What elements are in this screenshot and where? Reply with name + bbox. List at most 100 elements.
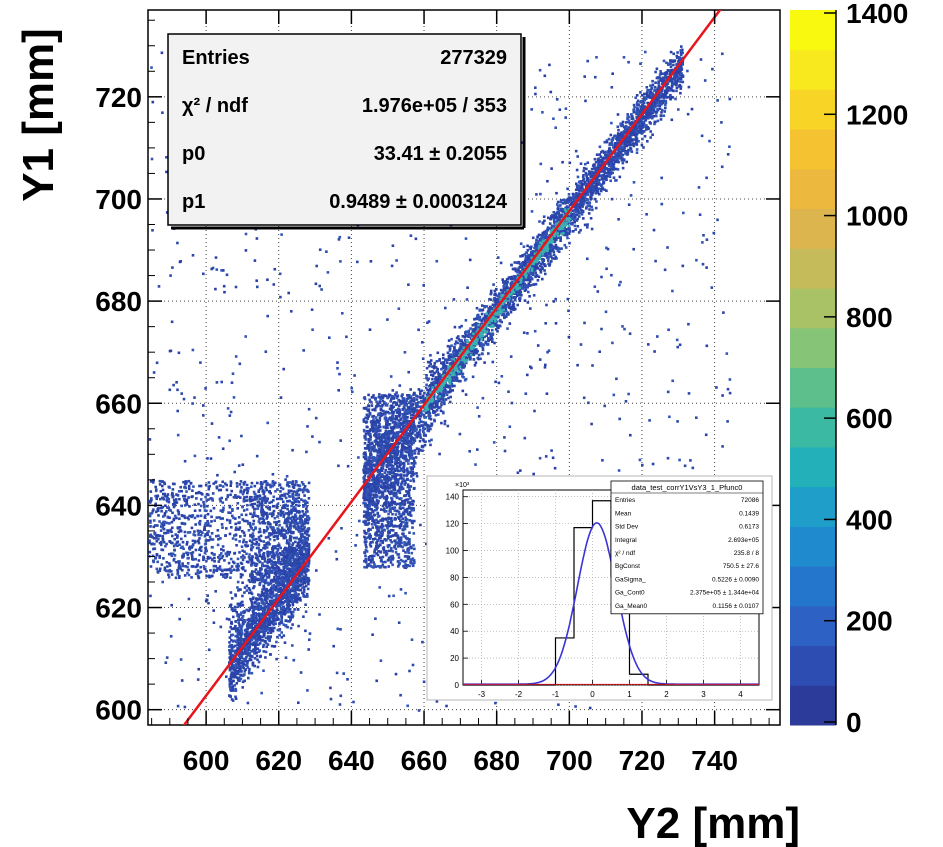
scatter-point [458, 326, 461, 329]
scatter-point [669, 65, 673, 68]
scatter-point [439, 409, 443, 413]
scatter-point [546, 244, 549, 247]
scatter-point [605, 171, 609, 175]
scatter-point [621, 123, 624, 127]
scatter-point [472, 350, 476, 353]
scatter-point [483, 361, 486, 364]
scatter-point [660, 79, 663, 82]
scatter-point [630, 114, 634, 118]
scatter-point [419, 411, 423, 414]
scatter-point [397, 565, 400, 568]
scatter-point [543, 230, 546, 234]
scatter-point [379, 425, 382, 429]
scatter-point [375, 429, 378, 433]
scatter-point [423, 391, 426, 395]
scatter-point [530, 245, 533, 249]
scatter-point [532, 262, 535, 266]
scatter-point [455, 336, 459, 340]
scatter-point [432, 401, 436, 405]
scatter-point [390, 490, 393, 493]
scatter-point [546, 258, 550, 262]
scatter-point [571, 192, 575, 196]
scatter-point [623, 144, 626, 147]
scatter-point [379, 452, 383, 455]
scatter-point [627, 119, 631, 122]
scatter-point [551, 245, 555, 248]
scatter-point [371, 526, 375, 529]
scatter-point [635, 116, 638, 119]
scatter-point [453, 377, 457, 381]
scatter-point [593, 157, 597, 161]
scatter-point [662, 81, 665, 84]
scatter-point [566, 222, 569, 225]
scatter-point [489, 334, 492, 338]
scatter-point [383, 436, 387, 440]
scatter-point [473, 318, 476, 321]
scatter-point [434, 376, 438, 379]
scatter-point [556, 200, 560, 204]
scatter-point [676, 76, 680, 79]
scatter-point [524, 257, 527, 261]
scatter-point [439, 383, 443, 386]
scatter-point [505, 286, 508, 289]
scatter-point [386, 426, 389, 430]
scatter-point [490, 291, 493, 295]
scatter-point [597, 157, 601, 160]
scatter-point [538, 238, 542, 241]
scatter-point [559, 236, 562, 239]
scatter-point [656, 119, 660, 123]
scatter-point [428, 439, 431, 443]
scatter-point [632, 110, 636, 114]
scatter-point [590, 167, 594, 171]
scatter-point [660, 108, 664, 112]
scatter-point [414, 402, 418, 405]
scatter-point [639, 119, 642, 123]
scatter-point [430, 424, 433, 428]
scatter-point [379, 435, 382, 439]
scatter-point [422, 426, 425, 430]
scatter-point [531, 252, 535, 256]
scatter-point [391, 512, 394, 516]
scatter-point [614, 134, 617, 137]
scatter-point [383, 460, 387, 464]
scatter-point [469, 358, 472, 361]
scatter-point [630, 133, 633, 137]
scatter-point [602, 173, 605, 177]
scatter-point [582, 199, 586, 202]
scatter-point [497, 311, 500, 314]
scatter-point [620, 142, 624, 145]
scatter-point [366, 510, 369, 513]
scatter-point [600, 174, 604, 178]
scatter-point [659, 70, 662, 73]
scatter-point [449, 390, 452, 393]
scatter-point [528, 295, 531, 298]
scatter-point [560, 223, 563, 227]
scatter-point [456, 362, 459, 365]
scatter-point [429, 362, 432, 366]
scatter-point [499, 318, 502, 322]
scatter-point [659, 114, 663, 117]
scatter-point [420, 409, 423, 413]
scatter-point [440, 385, 443, 389]
scatter-point [646, 91, 649, 94]
scatter-point [531, 254, 534, 257]
scatter-point [584, 184, 588, 188]
scatter-point [611, 138, 615, 141]
scatter-point [519, 280, 523, 283]
scatter-point [384, 468, 388, 472]
scatter-point [441, 366, 445, 370]
scatter-point [681, 48, 684, 52]
scatter-point [393, 423, 396, 427]
scatter-point [614, 160, 618, 163]
scatter-point [475, 343, 478, 346]
scatter-point [528, 245, 532, 249]
scatter-point [661, 101, 665, 105]
scatter-point [632, 108, 635, 112]
scatter-point [435, 360, 439, 363]
scatter-point [575, 208, 578, 212]
scatter-point [428, 388, 432, 392]
scatter-point [632, 138, 636, 141]
scatter-point [639, 105, 642, 108]
scatter-point [572, 198, 576, 201]
scatter-point [664, 101, 668, 105]
